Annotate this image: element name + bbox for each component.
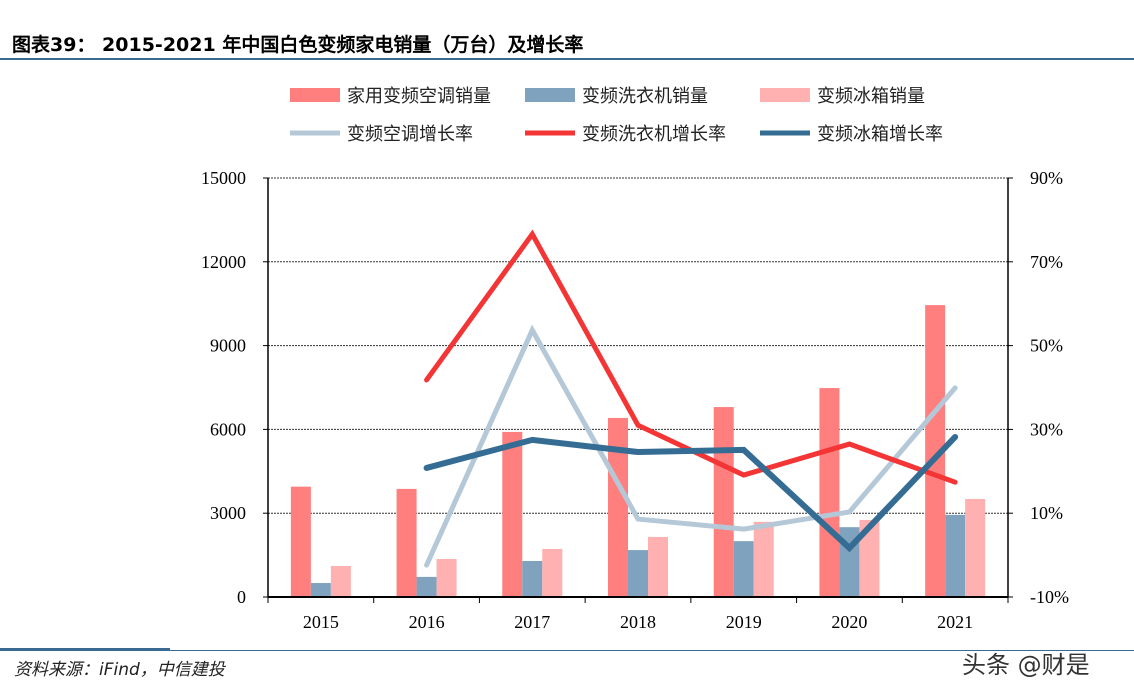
bar-1-2019	[713, 407, 734, 597]
legend-swatch	[290, 88, 340, 102]
bar-1-2015	[290, 486, 311, 597]
left-tick-label: 15000	[201, 168, 246, 188]
x-tick-label: 2016	[409, 612, 445, 632]
x-tick-label: 2020	[831, 612, 867, 632]
x-tick-label: 2021	[937, 612, 973, 632]
legend-label: 变频洗衣机销量	[582, 86, 708, 107]
bar-3-2016	[436, 559, 457, 597]
right-tick-label: 50%	[1030, 336, 1063, 356]
legend-label: 家用变频空调销量	[347, 86, 491, 107]
bar-1-2016	[396, 488, 417, 597]
right-tick-label: 90%	[1030, 168, 1063, 188]
line-series-3	[423, 433, 959, 553]
bar-3-2020	[859, 519, 880, 597]
bar-1-2021	[925, 305, 946, 597]
legend-label: 变频冰箱销量	[817, 86, 925, 107]
bar-3-2019	[753, 521, 774, 597]
bar-3-2015	[330, 565, 351, 597]
bar-3-2021	[965, 498, 986, 597]
bar-1-2020	[819, 388, 840, 597]
legend-swatch	[760, 88, 810, 102]
legend-swatch	[525, 88, 575, 102]
left-tick-label: 9000	[210, 336, 246, 356]
title-divider	[0, 58, 1134, 60]
x-tick-label: 2015	[303, 612, 339, 632]
bar-2-2019	[733, 541, 754, 597]
right-tick-label: 10%	[1030, 503, 1063, 523]
left-tick-label: 6000	[210, 419, 246, 439]
right-tick-label: 70%	[1030, 252, 1063, 272]
bar-2-2015	[310, 583, 331, 597]
left-tick-label: 3000	[210, 503, 246, 523]
x-tick-label: 2019	[726, 612, 762, 632]
footer-divider	[0, 650, 1134, 651]
chart-title: 图表39： 2015-2021 年中国白色变频家电销量（万台）及增长率	[12, 34, 584, 56]
left-tick-label: 0	[237, 587, 246, 607]
legend-label: 变频冰箱增长率	[817, 124, 943, 145]
legend-label: 变频洗衣机增长率	[582, 124, 726, 145]
bar-2-2017	[522, 560, 543, 597]
left-tick-label: 12000	[201, 252, 246, 272]
bar-3-2018	[648, 536, 668, 597]
x-tick-label: 2018	[620, 612, 656, 632]
line-series-1	[424, 324, 958, 568]
watermark: 头条 @财是	[962, 651, 1090, 679]
bar-2-2021	[945, 514, 966, 597]
right-tick-label: 30%	[1030, 419, 1063, 439]
bar-2-2018	[628, 550, 648, 597]
right-tick-label: -10%	[1030, 587, 1069, 607]
bar-2-2016	[416, 576, 437, 597]
bar-3-2017	[542, 548, 563, 597]
legend-label: 变频空调增长率	[347, 124, 473, 145]
bar-1-2017	[502, 431, 523, 597]
x-tick-label: 2017	[514, 612, 550, 632]
footer-accent	[0, 648, 170, 650]
bar-1-2018	[608, 417, 628, 597]
source-note: 资料来源：iFind，中信建投	[14, 660, 225, 680]
